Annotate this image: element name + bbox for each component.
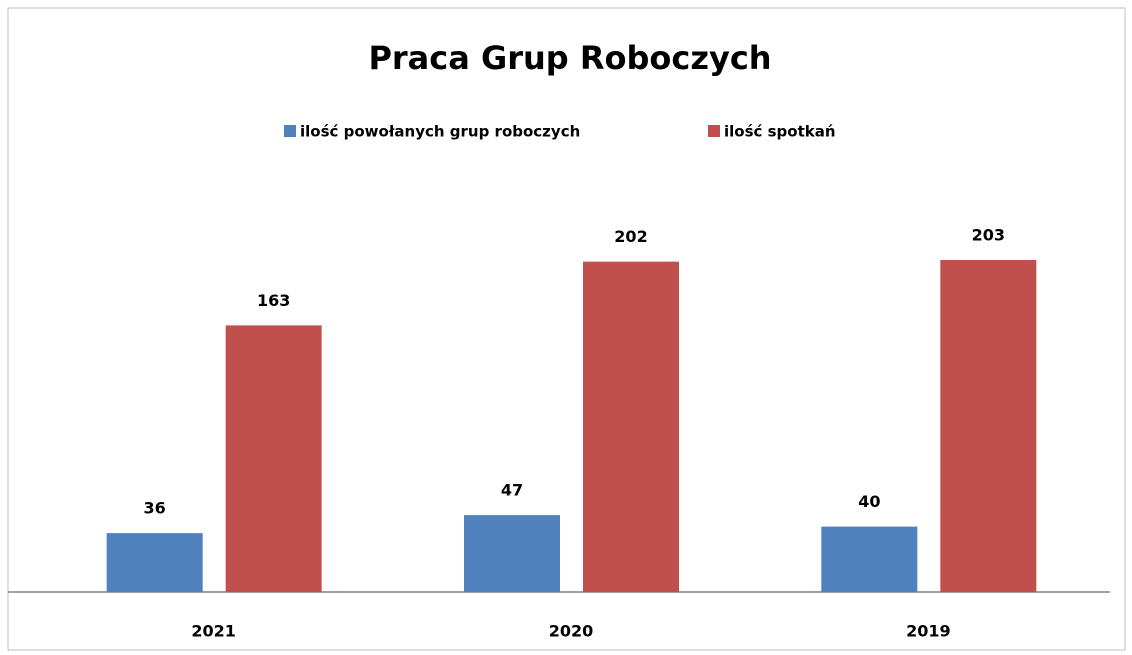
bar [225, 325, 322, 592]
data-label: 40 [858, 492, 880, 511]
legend-label: ilość spotkań [724, 123, 836, 141]
bar [821, 526, 918, 592]
bar [106, 533, 203, 592]
bar [464, 515, 560, 592]
legend-swatch [708, 125, 720, 137]
x-tick-label: 2019 [906, 622, 951, 641]
data-label: 47 [501, 481, 523, 500]
chart-title: Praca Grup Roboczych [368, 39, 771, 77]
x-tick-label: 2020 [549, 622, 594, 641]
data-label: 163 [257, 291, 290, 310]
data-label: 36 [144, 499, 166, 518]
bar [583, 261, 679, 592]
data-label: 203 [972, 226, 1005, 245]
legend-label: ilość powołanych grup roboczych [300, 123, 580, 141]
x-tick-label: 2021 [191, 622, 236, 641]
data-label: 202 [614, 227, 647, 246]
bar [940, 260, 1037, 592]
legend-swatch [284, 125, 296, 137]
